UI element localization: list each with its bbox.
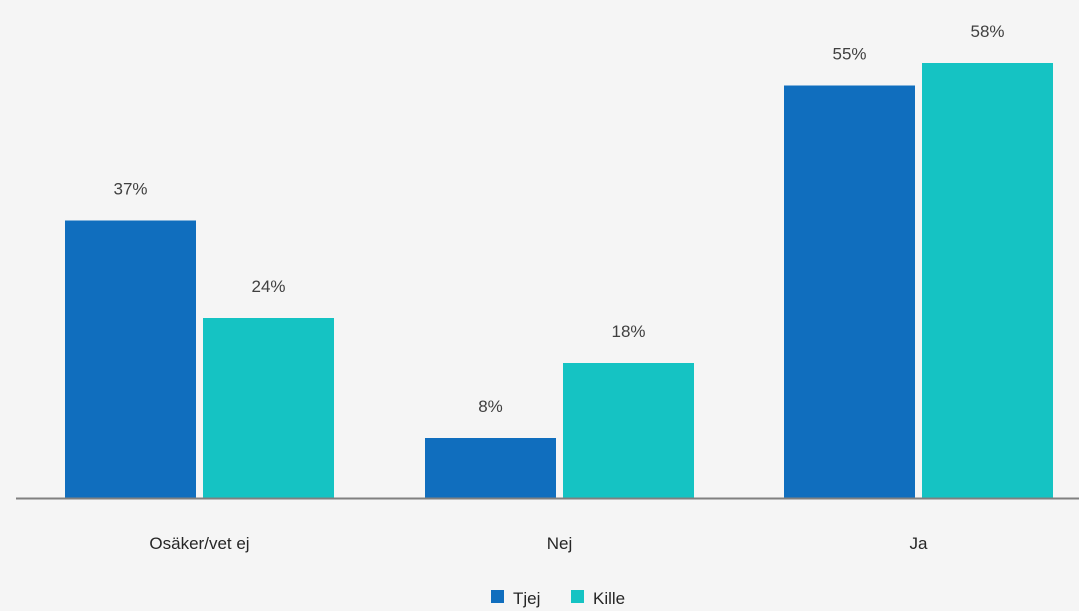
bar-kille-0	[203, 318, 334, 498]
data-label-kille-2: 58%	[970, 22, 1004, 41]
legend-label-tjej: Tjej	[513, 589, 540, 608]
category-label-0: Osäker/vet ej	[149, 534, 249, 553]
legend-swatch-kille	[571, 590, 584, 603]
bar-tjej-0	[65, 220, 196, 498]
data-label-kille-0: 24%	[251, 277, 285, 296]
bars-layer	[65, 63, 1053, 498]
bar-kille-2	[922, 63, 1053, 498]
bar-tjej-2	[784, 85, 915, 498]
legend: Tjej Kille	[491, 589, 625, 608]
legend-swatch-tjej	[491, 590, 504, 603]
data-label-tjej-0: 37%	[113, 180, 147, 199]
category-label-1: Nej	[547, 534, 573, 553]
data-labels-layer: 37% 24% 8% 18% 55% 58%	[113, 22, 1004, 416]
category-label-2: Ja	[910, 534, 929, 553]
legend-label-kille: Kille	[593, 589, 625, 608]
data-label-tjej-1: 8%	[478, 397, 503, 416]
data-label-tjej-2: 55%	[832, 45, 866, 64]
category-labels-layer: Osäker/vet ej Nej Ja	[149, 534, 928, 553]
bar-kille-1	[563, 363, 694, 498]
bar-tjej-1	[425, 438, 556, 498]
data-label-kille-1: 18%	[611, 322, 645, 341]
